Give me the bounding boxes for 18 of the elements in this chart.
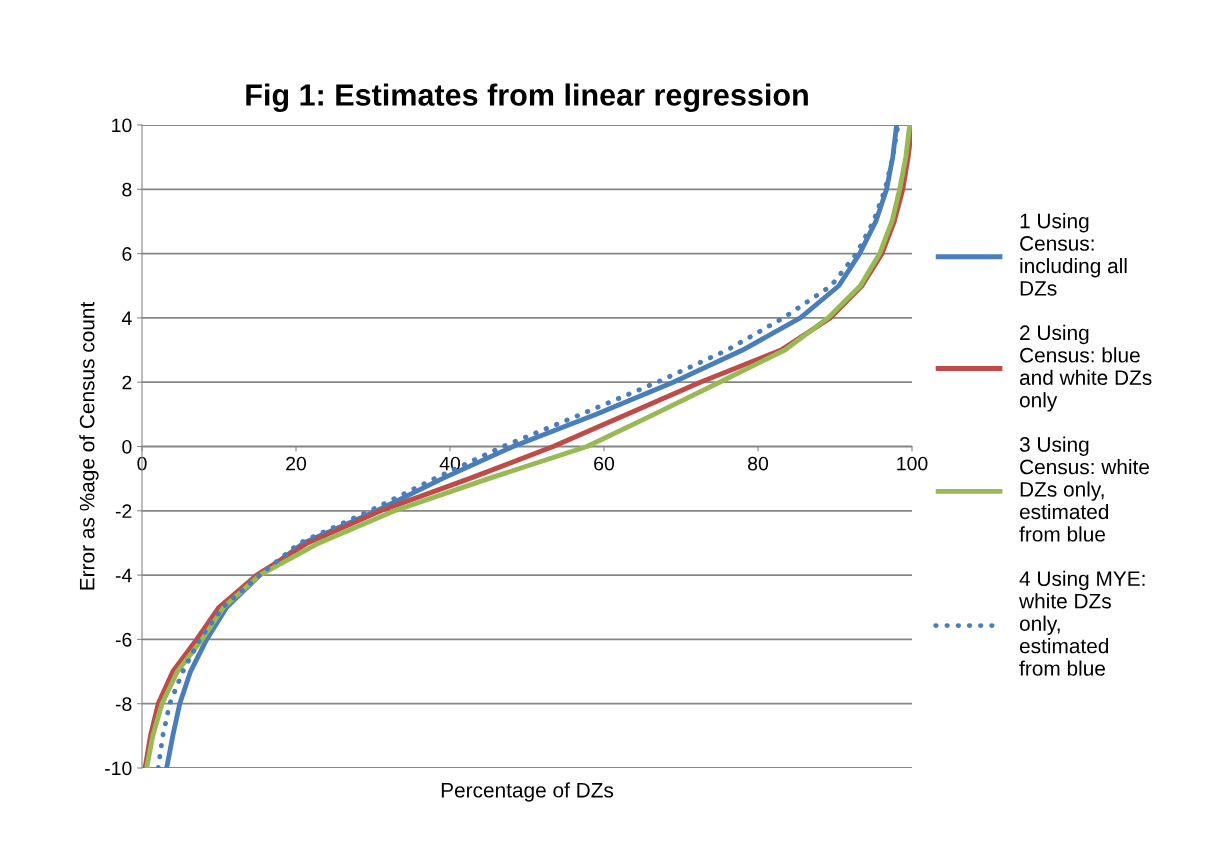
y-tick-label: -2	[115, 504, 132, 518]
y-tick-label: -6	[115, 632, 132, 647]
y-tick-label: 10	[112, 118, 132, 133]
y-tick-label: 0	[122, 439, 132, 454]
legend-label: 3 Using Census: white DZs only, estimated from blue	[1019, 436, 1149, 542]
y-axis-title: Error as %age of Census count	[79, 301, 99, 590]
legend-label: 4 Using MYE: white DZs only, estimated from blue	[1019, 570, 1145, 676]
y-tick-label: 4	[121, 311, 132, 325]
x-axis-title: Percentage of DZs	[441, 782, 614, 802]
y-tick-label: -8	[115, 697, 132, 711]
y-tick-label: 2	[122, 375, 132, 390]
legend-label: 2 Using Census: blue and white DZs only	[1019, 324, 1152, 412]
y-tick-label: -4	[115, 568, 132, 583]
y-tick-label: -10	[105, 761, 132, 776]
chart-title: Fig 1: Estimates from linear regression	[246, 83, 808, 113]
y-tick-label: 8	[122, 182, 132, 197]
y-tick-label: 6	[122, 247, 132, 261]
legend-label: 1 Using Census: including all DZs	[1020, 213, 1127, 296]
